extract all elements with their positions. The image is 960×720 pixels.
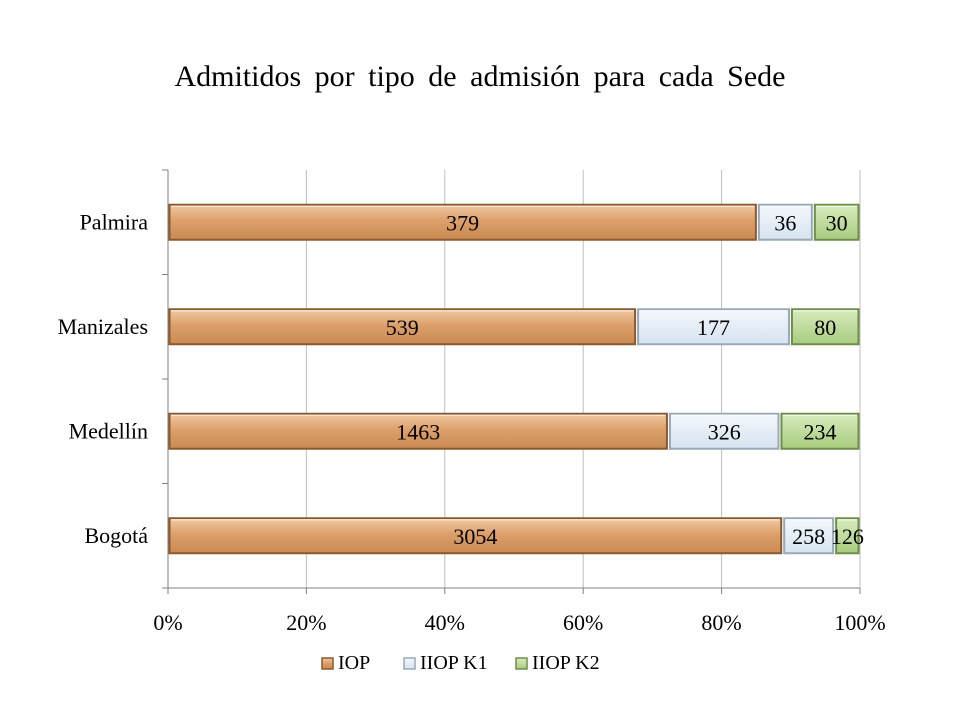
data-label: 326	[708, 419, 741, 444]
data-label: 177	[697, 315, 730, 340]
legend-swatch-k1	[403, 657, 416, 670]
legend-swatch-iop	[321, 657, 334, 670]
x-tick-label: 20%	[286, 610, 326, 635]
chart-title: Admitidos por tipo de admisión para cada…	[174, 60, 786, 93]
data-label: 379	[446, 210, 479, 235]
data-label: 36	[774, 210, 796, 235]
data-label: 3054	[453, 524, 497, 549]
data-label: 80	[814, 315, 836, 340]
bar-iop	[168, 308, 637, 346]
category-label: Medellín	[69, 418, 148, 443]
category-label: Manizales	[58, 314, 148, 339]
bar-iop	[168, 517, 783, 555]
x-tick-label: 0%	[153, 610, 182, 635]
data-label: 30	[826, 210, 848, 235]
bar-k2	[813, 203, 860, 241]
bar-k1	[637, 308, 790, 346]
data-label: 126	[831, 524, 864, 549]
bars	[168, 203, 860, 555]
legend-swatch-k2	[515, 657, 528, 670]
legend-label-iop: IOP	[338, 652, 370, 674]
data-labels: 3054 258 126 1463 326 234 539 177 80 379 36 30	[386, 210, 864, 549]
axes: 0% 20% 40% 60% 80% 100% Bogotá Medellín Manizale…	[58, 169, 886, 635]
category-label: Palmira	[80, 209, 149, 234]
bar-k1	[783, 517, 835, 555]
x-tick-label: 100%	[834, 610, 885, 635]
category-label: Bogotá	[84, 523, 148, 548]
data-label: 234	[803, 419, 836, 444]
x-tick-label: 40%	[425, 610, 465, 635]
bar-k2	[835, 517, 860, 555]
x-tick-label: 80%	[701, 610, 741, 635]
x-tick-label: 60%	[563, 610, 603, 635]
legend-label-k1: IIOP K1	[420, 652, 488, 674]
bar-iop	[168, 412, 668, 450]
bar-iop	[168, 203, 757, 241]
bar-k2	[780, 412, 860, 450]
bar-k2	[790, 308, 860, 346]
legend-label-k2: IIOP K2	[532, 652, 600, 674]
legend: IOP IIOP K1 IIOP K2	[321, 652, 600, 674]
bar-k1	[757, 203, 813, 241]
data-label: 539	[386, 315, 419, 340]
data-label: 258	[792, 524, 825, 549]
data-label: 1463	[396, 419, 440, 444]
bar-k1	[668, 412, 780, 450]
